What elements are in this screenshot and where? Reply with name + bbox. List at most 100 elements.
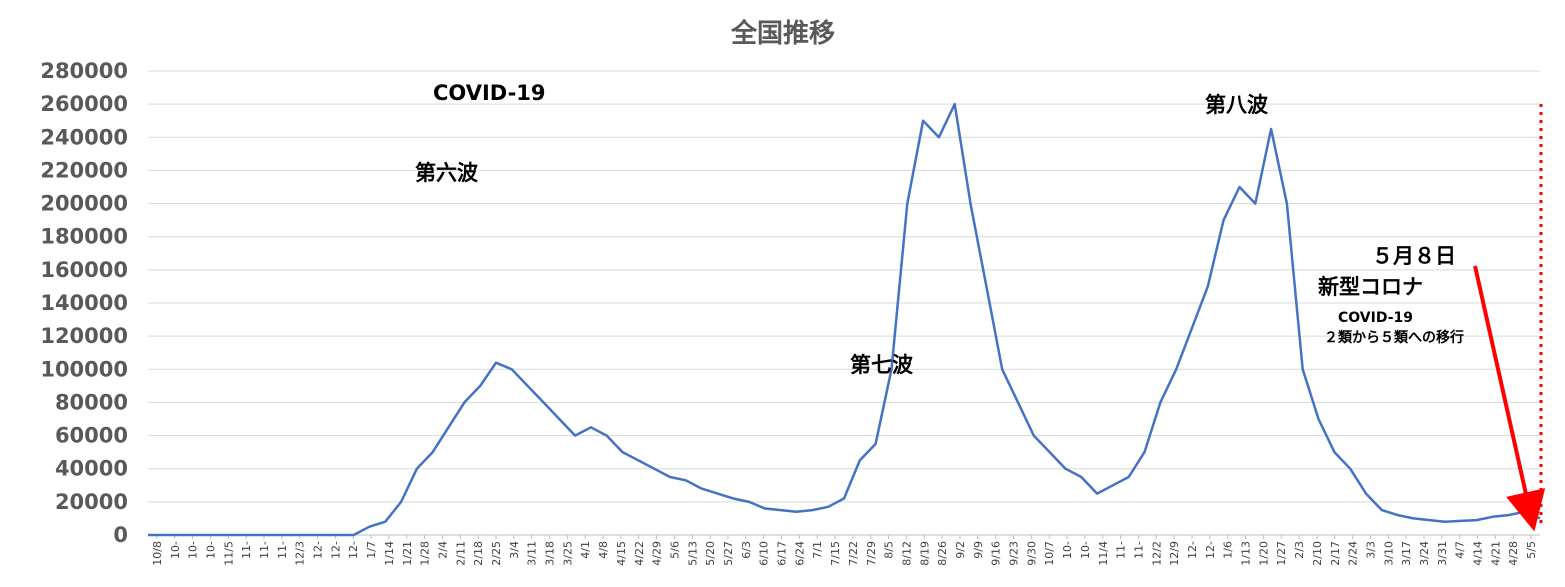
- x-tick-label: 1/27: [1275, 541, 1288, 566]
- x-tick-label: 7/1: [811, 541, 824, 559]
- x-tick-label: 11-: [276, 541, 289, 559]
- x-tick-label: 10/8: [151, 541, 164, 566]
- x-tick-label: 5/5: [1525, 541, 1538, 559]
- y-tick-label: 260000: [40, 92, 128, 116]
- x-tick-label: 6/24: [793, 541, 806, 566]
- annotation-wave7: 第七波: [850, 353, 914, 377]
- x-tick-label: 2/10: [1311, 541, 1324, 566]
- x-tick-label: 10-: [187, 541, 200, 559]
- x-tick-label: 2/18: [472, 541, 485, 566]
- chart-title: 全国推移: [730, 18, 835, 49]
- y-tick-label: 200000: [40, 192, 128, 216]
- x-tick-label: 12-: [1204, 541, 1217, 559]
- x-tick-label: 4/14: [1472, 541, 1485, 566]
- y-tick-label: 120000: [40, 324, 128, 348]
- x-tick-label: 12-: [1186, 541, 1199, 559]
- x-tick-label: 3/17: [1400, 541, 1413, 566]
- x-tick-label: 8/12: [900, 541, 913, 566]
- y-tick-label: 0: [113, 523, 128, 547]
- y-tick-label: 100000: [40, 357, 128, 381]
- x-tick-label: 11-: [1132, 541, 1145, 559]
- x-tick-label: 6/17: [776, 541, 789, 566]
- x-tick-label: 8/5: [883, 541, 896, 559]
- x-tick-label: 2/3: [1293, 541, 1306, 559]
- series-line: [148, 102, 1541, 537]
- grid-lines: [148, 70, 1540, 536]
- x-tick-label: 12-: [347, 541, 360, 559]
- x-tick-label: 1/21: [401, 541, 414, 566]
- x-axis: 10/8 10- 10- 10- 11/5 11- 11- 11- 12/3 12- 12- 12- 1…: [151, 535, 1538, 566]
- x-tick-label: 4/1: [579, 541, 592, 559]
- x-tick-label: 3/4: [508, 541, 521, 559]
- x-tick-label: 5/27: [722, 541, 735, 566]
- x-tick-label: 10-: [1079, 541, 1092, 559]
- x-tick-label: 8/19: [918, 541, 931, 566]
- y-tick-label: 20000: [55, 490, 128, 514]
- x-tick-label: 7/29: [865, 541, 878, 566]
- x-tick-label: 12-: [312, 541, 325, 559]
- y-tick-label: 240000: [40, 125, 128, 149]
- y-tick-label: 80000: [55, 390, 128, 414]
- x-tick-label: 9/2: [954, 541, 967, 559]
- x-tick-label: 12/9: [1168, 541, 1181, 566]
- x-tick-label: 2/17: [1329, 541, 1342, 566]
- x-tick-label: 9/30: [1025, 541, 1038, 566]
- x-tick-label: 4/15: [615, 541, 628, 566]
- y-tick-label: 280000: [40, 59, 128, 83]
- x-tick-label: 9/9: [972, 541, 985, 559]
- y-tick-label: 40000: [55, 457, 128, 481]
- x-tick-label: 12/2: [1150, 541, 1163, 566]
- annotation-covid: COVID-19: [433, 81, 546, 105]
- y-tick-label: 60000: [55, 424, 128, 448]
- x-tick-label: 11/4: [1097, 541, 1110, 566]
- x-tick-label: 11-: [258, 541, 271, 559]
- x-tick-label: 5/13: [686, 541, 699, 566]
- x-tick-label: 10-: [1061, 541, 1074, 559]
- annotation-new-corona: 新型コロナ: [1318, 275, 1423, 299]
- annotation-may8: ５月８日: [1372, 244, 1456, 268]
- x-tick-label: 10/7: [1043, 541, 1056, 566]
- x-tick-label: 5/6: [668, 541, 681, 559]
- x-tick-label: 1/28: [419, 541, 432, 566]
- annotation-wave6: 第六波: [415, 161, 479, 185]
- annotation-transition: ２類から５類への移行: [1324, 329, 1464, 346]
- x-tick-label: 9/23: [1008, 541, 1021, 566]
- x-tick-label: 4/7: [1454, 541, 1467, 559]
- x-tick-label: 2/24: [1347, 541, 1360, 566]
- x-tick-label: 12/3: [294, 541, 307, 566]
- x-tick-label: 4/29: [651, 541, 664, 566]
- x-tick-label: 1/6: [1222, 541, 1235, 559]
- x-tick-label: 4/21: [1489, 541, 1502, 566]
- x-tick-label: 1/7: [365, 541, 378, 559]
- y-axis: 0 20000 40000 60000 80000 100000 120000 140000 1…: [40, 59, 128, 547]
- x-tick-label: 2/4: [436, 541, 449, 559]
- x-tick-label: 4/22: [633, 541, 646, 566]
- x-tick-label: 10-: [169, 541, 182, 559]
- x-tick-label: 3/24: [1418, 541, 1431, 566]
- x-tick-label: 3/18: [544, 541, 557, 566]
- x-tick-label: 3/3: [1364, 541, 1377, 559]
- x-tick-label: 3/10: [1382, 541, 1395, 566]
- x-tick-label: 3/25: [561, 541, 574, 566]
- x-tick-label: 1/20: [1257, 541, 1270, 566]
- x-tick-label: 2/25: [490, 541, 503, 566]
- x-tick-label: 7/22: [847, 541, 860, 566]
- x-tick-label: 8/26: [936, 541, 949, 566]
- x-tick-label: 3/11: [526, 541, 539, 566]
- y-tick-label: 220000: [40, 158, 128, 182]
- annotation-covid-small: COVID-19: [1338, 310, 1413, 326]
- x-tick-label: 1/13: [1240, 541, 1253, 566]
- x-tick-label: 12-: [329, 541, 342, 559]
- transition-arrow: [1473, 265, 1546, 532]
- y-tick-label: 160000: [40, 258, 128, 282]
- x-tick-label: 7/15: [829, 541, 842, 566]
- y-tick-label: 140000: [40, 291, 128, 315]
- x-tick-label: 3/31: [1436, 541, 1449, 566]
- annotation-wave8: 第八波: [1205, 93, 1269, 117]
- x-tick-label: 6/3: [740, 541, 753, 559]
- x-tick-label: 6/10: [758, 541, 771, 566]
- x-tick-label: 5/20: [704, 541, 717, 566]
- x-tick-label: 1/14: [383, 541, 396, 566]
- x-tick-label: 4/28: [1507, 541, 1520, 566]
